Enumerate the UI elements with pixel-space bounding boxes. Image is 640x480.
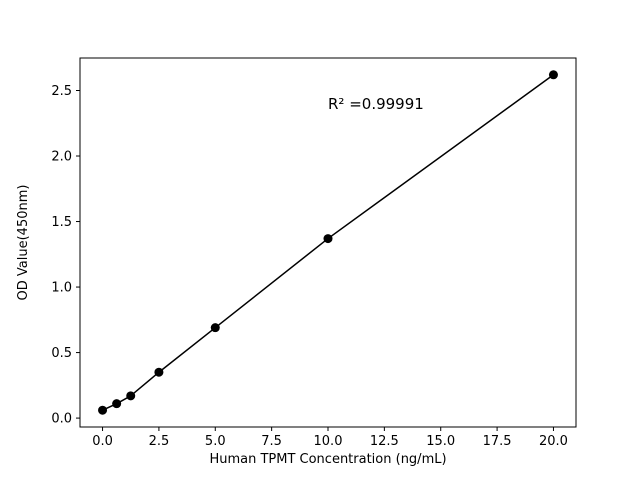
data-point [323,234,333,244]
x-tick-label: 12.5 [370,434,399,449]
data-point [112,399,122,409]
y-tick-label: 0.0 [51,412,72,427]
y-axis-label: OD Value(450nm) [16,185,31,301]
x-tick-label: 15.0 [426,434,455,449]
x-axis-label: Human TPMT Concentration (ng/mL) [209,452,446,467]
x-tick-label: 20.0 [539,434,568,449]
x-tick-label: 10.0 [314,434,343,449]
data-point [154,367,164,377]
data-point [210,323,220,333]
y-tick-label: 0.5 [51,346,72,361]
x-tick-label: 17.5 [483,434,512,449]
data-point [98,405,108,415]
y-tick-label: 2.5 [51,84,72,99]
data-point [548,70,558,80]
y-tick-label: 1.0 [51,281,72,296]
x-tick-label: 2.5 [149,434,170,449]
r-squared-annotation: R² =0.99991 [328,95,424,113]
x-tick-label: 5.0 [205,434,226,449]
data-point [126,391,136,401]
x-tick-label: 7.5 [261,434,282,449]
x-tick-label: 0.0 [92,434,113,449]
y-tick-label: 1.5 [51,215,72,230]
y-tick-label: 2.0 [51,150,72,165]
